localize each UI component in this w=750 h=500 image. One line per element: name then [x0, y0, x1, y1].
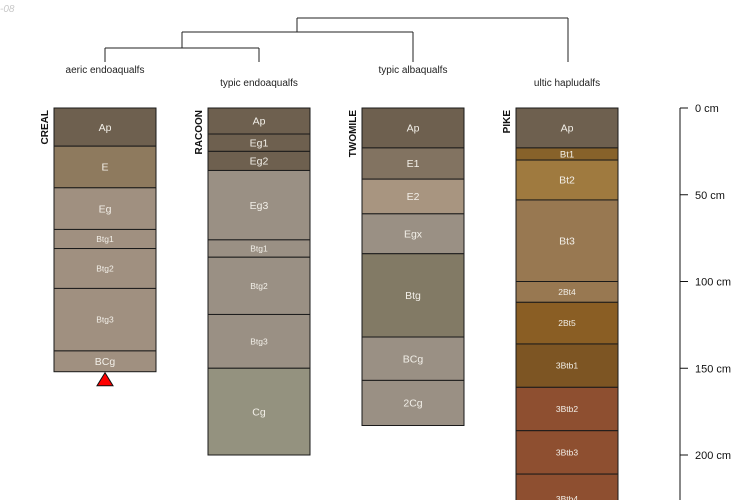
horizon-label: Egx: [404, 228, 423, 240]
horizon-label: Eg1: [250, 137, 269, 149]
horizon-racoon: [207, 313, 311, 369]
horizon-creal: [53, 287, 157, 352]
horizon-label: Btg1: [250, 244, 268, 254]
horizon-label: Btg3: [96, 315, 114, 325]
horizon-label: 3Btb1: [556, 361, 578, 371]
horizon-label: Btg1: [96, 234, 114, 244]
profile-name: TWOMILE: [348, 110, 359, 158]
horizon-pike: [515, 343, 619, 388]
bottom-marker-triangle: [96, 371, 114, 387]
profile-name: CREAL: [40, 110, 51, 144]
horizon-label: Btg: [405, 290, 421, 302]
horizon-creal: [53, 248, 157, 289]
depth-axis-label: 100 cm: [695, 277, 731, 289]
horizon-label: 3Btb4: [556, 494, 578, 500]
horizon-label: Btg2: [96, 263, 114, 273]
horizon-label: E: [101, 162, 108, 174]
horizon-creal: [53, 145, 157, 189]
group-label: ultic hapludalfs: [534, 78, 600, 89]
depth-axis-label: 200 cm: [695, 450, 731, 462]
horizon-label: Eg3: [250, 200, 269, 212]
horizon-creal: [53, 187, 157, 230]
horizon-racoon: [207, 367, 311, 456]
corner-label: -08: [0, 4, 15, 15]
horizon-label: 3Btb2: [556, 404, 578, 414]
horizon-label: Btg3: [250, 336, 268, 346]
horizon-label: Bt3: [559, 235, 575, 247]
group-label: typic endoaqualfs: [220, 78, 298, 89]
horizon-racoon: [207, 107, 311, 135]
horizon-racoon: [207, 169, 311, 241]
group-label: typic albaqualfs: [379, 65, 448, 76]
horizon-label: 2Bt5: [558, 318, 576, 328]
horizon-twomile: [361, 213, 465, 255]
horizon-racoon: [207, 256, 311, 315]
depth-axis-label: 0 cm: [695, 103, 719, 115]
horizon-pike: [515, 301, 619, 345]
horizon-pike: [515, 430, 619, 475]
horizon-twomile: [361, 379, 465, 427]
horizon-label: Ap: [561, 123, 574, 135]
horizon-label: Ap: [253, 116, 266, 128]
horizon-label: Ap: [99, 122, 112, 134]
horizon-label: Eg2: [250, 156, 269, 168]
horizon-twomile: [361, 107, 465, 149]
horizon-twomile: [361, 336, 465, 381]
horizon-twomile: [361, 147, 465, 180]
horizon-twomile: [361, 178, 465, 215]
profile-name: RACOON: [194, 110, 205, 154]
horizon-label: BCg: [403, 353, 424, 365]
horizon-pike: [515, 473, 619, 500]
horizon-twomile: [361, 253, 465, 338]
horizon-label: Btg2: [250, 281, 268, 291]
depth-axis-label: 150 cm: [695, 363, 731, 375]
horizon-pike: [515, 199, 619, 282]
horizon-label: Cg: [252, 406, 266, 418]
horizon-label: E1: [407, 158, 420, 170]
horizon-creal: [53, 350, 157, 373]
depth-axis-label: 50 cm: [695, 190, 725, 202]
group-label: aeric endoaqualfs: [66, 65, 145, 76]
horizon-label: E2: [407, 191, 420, 203]
horizon-label: Bt2: [559, 175, 575, 187]
horizon-label: Ap: [407, 123, 420, 135]
horizon-label: 3Btb3: [556, 447, 578, 457]
horizon-label: Bt1: [560, 149, 574, 160]
horizon-label: Eg: [99, 203, 112, 215]
horizon-pike: [515, 386, 619, 432]
horizon-label: 2Cg: [403, 398, 422, 410]
horizon-label: BCg: [95, 356, 116, 368]
horizon-label: 2Bt4: [558, 287, 576, 297]
profile-name: PIKE: [502, 110, 513, 134]
